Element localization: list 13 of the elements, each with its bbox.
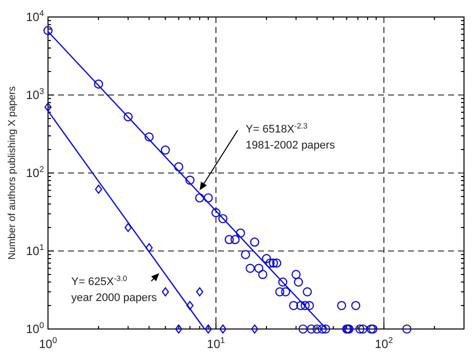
y-axis-title: Number of authors publishing X papers (7, 86, 18, 260)
annotation: year 2000 papers (71, 292, 158, 304)
y-tick-label: 10$^{2}$ (26, 164, 44, 180)
y-tick-label: 10$^{1}$ (26, 242, 44, 258)
annotation: 1981-2002 papers (246, 139, 336, 152)
annotation: Y= 625X$^{-3.0}$ (71, 274, 128, 288)
y-tick-label: 10$^{0}$ (26, 320, 44, 336)
x-tick-label: 10$^{0}$ (38, 335, 58, 351)
x-tick-label: 10$^{2}$ (374, 335, 394, 351)
x-tick-label: 10$^{1}$ (206, 335, 226, 351)
annotation: Y= 6518X$^{-2.3}$ (246, 120, 308, 136)
y-tick-label: 10$^{4}$ (26, 8, 44, 24)
y-tick-label: 10$^{3}$ (26, 86, 44, 102)
